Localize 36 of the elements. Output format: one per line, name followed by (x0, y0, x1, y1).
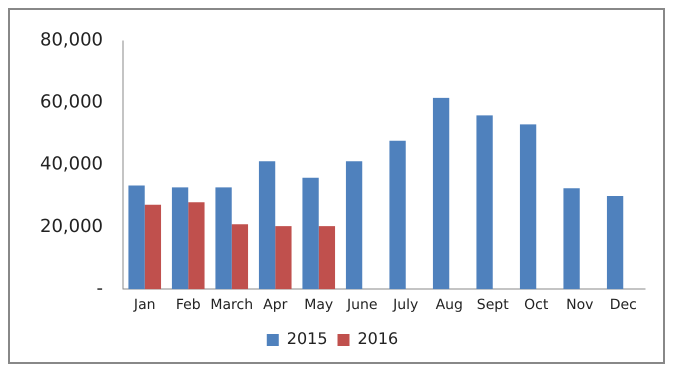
bar (302, 178, 319, 290)
bar (318, 226, 336, 290)
y-tick-label: 20,000 (40, 216, 103, 237)
bar (346, 161, 362, 290)
legend-label: 2016 (358, 329, 398, 348)
x-tick-label: Dec (610, 297, 637, 314)
y-tick-label: 60,000 (40, 92, 103, 113)
x-tick-label: Nov (566, 297, 594, 314)
bar (258, 161, 276, 290)
bar (275, 226, 292, 290)
x-tick-label: July (392, 297, 418, 314)
x-tick-label: March (210, 297, 254, 314)
bar (563, 188, 580, 290)
bar (128, 185, 145, 290)
bar (520, 124, 536, 290)
y-tick-label: 80,000 (40, 29, 103, 50)
bar (144, 204, 162, 290)
x-tick-label: Sept (476, 297, 510, 314)
x-tick-label: June (346, 297, 378, 314)
x-tick-label: Jan (132, 297, 156, 314)
x-tick-label: Feb (176, 297, 201, 314)
bar (476, 115, 493, 290)
bar (172, 187, 188, 290)
bar (606, 196, 624, 290)
bar (188, 202, 205, 290)
y-tick-label: - (96, 278, 103, 299)
bar (432, 98, 450, 290)
bar (215, 187, 232, 290)
bar (389, 140, 406, 290)
x-tick-label: Aug (436, 297, 463, 314)
bar (232, 224, 248, 290)
legend-label: 2015 (286, 329, 328, 348)
x-tick-label: Apr (263, 297, 288, 314)
y-tick-label: 40,000 (40, 154, 103, 175)
x-tick-label: Oct (524, 297, 549, 314)
x-tick-label: May (304, 297, 334, 314)
